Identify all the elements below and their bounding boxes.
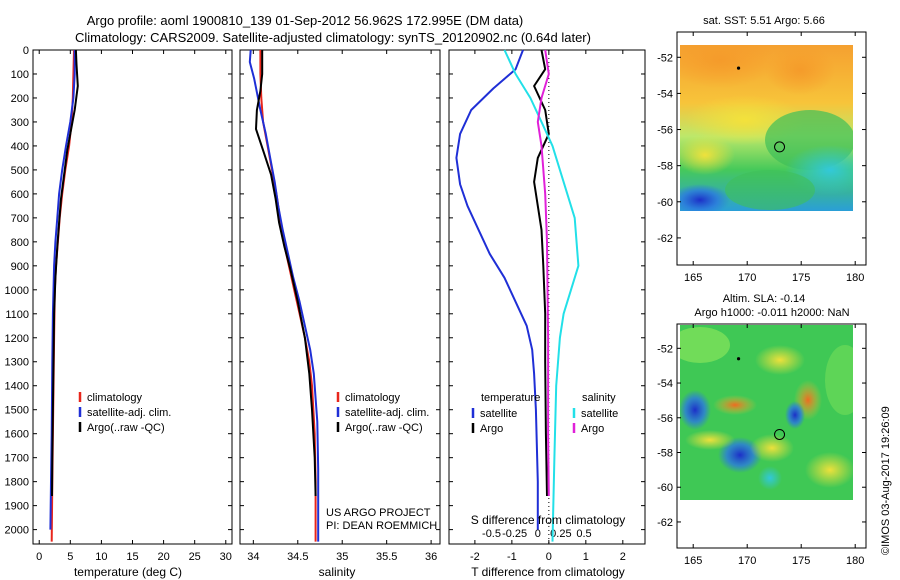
- s-difference-tick-label: -0.5: [482, 528, 501, 540]
- depth-tick-label: 1300: [5, 357, 29, 369]
- x-tick-label: 0: [546, 551, 552, 563]
- lon-tick-label: 175: [792, 272, 810, 284]
- pi-credit: PI: DEAN ROEMMICH: [326, 520, 437, 532]
- x-tick-label: 25: [189, 551, 201, 563]
- depth-tick-label: 400: [11, 141, 29, 153]
- project-credit: US ARGO PROJECT: [326, 507, 431, 519]
- temperature-axis-label: temperature (deg C): [74, 565, 182, 579]
- lon-tick-label: 180: [846, 272, 864, 284]
- x-tick-label: 0: [36, 551, 42, 563]
- depth-tick-label: 1100: [5, 309, 29, 321]
- salinity-axis-label: salinity: [319, 565, 356, 579]
- x-tick-label: 34: [247, 551, 259, 563]
- lat-tick-label: -62: [657, 233, 673, 245]
- x-tick-label: -1: [507, 551, 517, 563]
- x-tick-label: 15: [126, 551, 138, 563]
- sla-field: [670, 325, 865, 500]
- lat-tick-label: -60: [657, 197, 673, 209]
- legend-label: climatology: [87, 392, 143, 404]
- lon-tick-label: 180: [846, 555, 864, 567]
- x-tick-label: 30: [220, 551, 232, 563]
- legend-label: satellite: [581, 408, 618, 420]
- lat-tick-label: -60: [657, 482, 673, 494]
- salinity-panel: 34 34.5 35 35.5 36 climatology satellite-adj.…: [240, 50, 440, 579]
- depth-tick-label: 900: [11, 261, 29, 273]
- x-tick-label: -2: [470, 551, 480, 563]
- x-tick-label: 2: [620, 551, 626, 563]
- x-tick-label: 5: [67, 551, 73, 563]
- legend-label: Argo: [581, 423, 604, 435]
- salinity-plot-frame: [240, 50, 440, 544]
- figure-title-line1: Argo profile: aoml 1900810_139 01-Sep-20…: [87, 13, 524, 28]
- figure-title-line2: Climatology: CARS2009. Satellite-adjuste…: [75, 30, 591, 45]
- depth-tick-label: 700: [11, 213, 29, 225]
- argo-profile-figure: Argo profile: aoml 1900810_139 01-Sep-20…: [0, 0, 900, 580]
- lon-tick-label: 165: [684, 272, 702, 284]
- x-tick-label: 1: [583, 551, 589, 563]
- x-tick-label: 34.5: [287, 551, 308, 563]
- depth-tick-label: 1800: [5, 477, 29, 489]
- depth-tick-label: 800: [11, 237, 29, 249]
- depth-tick-label: 100: [11, 69, 29, 81]
- legend-label: Argo(..raw -QC): [345, 422, 423, 434]
- lon-tick-label: 170: [738, 555, 756, 567]
- previous-position-marker: [737, 67, 740, 70]
- legend-title-temperature: temperature: [481, 392, 540, 404]
- legend-title-salinity: salinity: [582, 392, 616, 404]
- legend-label: Argo: [480, 423, 503, 435]
- legend-label: Argo(..raw -QC): [87, 422, 165, 434]
- lat-tick-label: -54: [657, 88, 673, 100]
- s-difference-axis-label: S difference from climatology: [471, 513, 626, 527]
- sla-previous-position-marker: [737, 357, 740, 360]
- depth-tick-label: 500: [11, 165, 29, 177]
- difference-panel: -2 -1 0 1 2 -0.5 -0.25 0 0.25 0.5 temperature sal…: [449, 50, 645, 579]
- lat-tick-label: -62: [657, 517, 673, 529]
- lon-tick-label: 165: [684, 555, 702, 567]
- s-difference-tick-label: -0.25: [502, 528, 527, 540]
- depth-tick-label: 300: [11, 117, 29, 129]
- depth-tick-label: 1900: [5, 501, 29, 513]
- lat-tick-label: -58: [657, 447, 673, 459]
- sla-map-title: Altim. SLA: -0.14: [723, 293, 806, 305]
- depth-tick-label: 2000: [5, 525, 29, 537]
- legend-label: satellite-adj. clim.: [345, 407, 429, 419]
- depth-tick-label: 0: [23, 45, 29, 57]
- sst-map-title: sat. SST: 5.51 Argo: 5.66: [703, 15, 825, 27]
- legend-label: satellite-adj. clim.: [87, 407, 171, 419]
- x-tick-label: 36: [425, 551, 437, 563]
- lat-tick-label: -56: [657, 125, 673, 137]
- t-difference-axis-label: T difference from climatology: [471, 565, 625, 579]
- lon-tick-label: 175: [792, 555, 810, 567]
- depth-tick-label: 1000: [5, 285, 29, 297]
- depth-tick-label: 1400: [5, 381, 29, 393]
- s-difference-tick-label: 0.5: [576, 528, 591, 540]
- imos-copyright: ©IMOS 03-Aug-2017 19:26:09: [880, 406, 892, 555]
- x-tick-label: 20: [157, 551, 169, 563]
- depth-tick-label: 200: [11, 93, 29, 105]
- lat-tick-label: -58: [657, 161, 673, 173]
- sla-map-subtitle: Argo h1000: -0.011 h2000: NaN: [694, 307, 849, 319]
- temperature-panel: 0100200300400500600700800900100011001200…: [5, 45, 232, 579]
- sla-map-panel: Altim. SLA: -0.14 Argo h1000: -0.011 h20…: [657, 293, 866, 567]
- depth-tick-label: 1200: [5, 333, 29, 345]
- sst-map-panel: sat. SST: 5.51 Argo: 5.66 165 170 175 180 -5…: [657, 15, 875, 284]
- s-difference-tick-label: 0: [535, 528, 541, 540]
- lat-tick-label: -56: [657, 413, 673, 425]
- legend-label: climatology: [345, 392, 401, 404]
- x-tick-label: 35.5: [376, 551, 397, 563]
- legend-label: satellite: [480, 408, 517, 420]
- x-tick-label: 10: [95, 551, 107, 563]
- depth-tick-label: 1600: [5, 429, 29, 441]
- lon-tick-label: 170: [738, 272, 756, 284]
- temperature-plot-frame: [33, 50, 232, 544]
- x-tick-label: 35: [336, 551, 348, 563]
- lat-tick-label: -52: [657, 52, 673, 64]
- depth-tick-label: 1700: [5, 453, 29, 465]
- sst-field: [665, 32, 875, 216]
- lat-tick-label: -54: [657, 378, 673, 390]
- depth-tick-label: 1500: [5, 405, 29, 417]
- lat-tick-label: -52: [657, 343, 673, 355]
- depth-tick-label: 600: [11, 189, 29, 201]
